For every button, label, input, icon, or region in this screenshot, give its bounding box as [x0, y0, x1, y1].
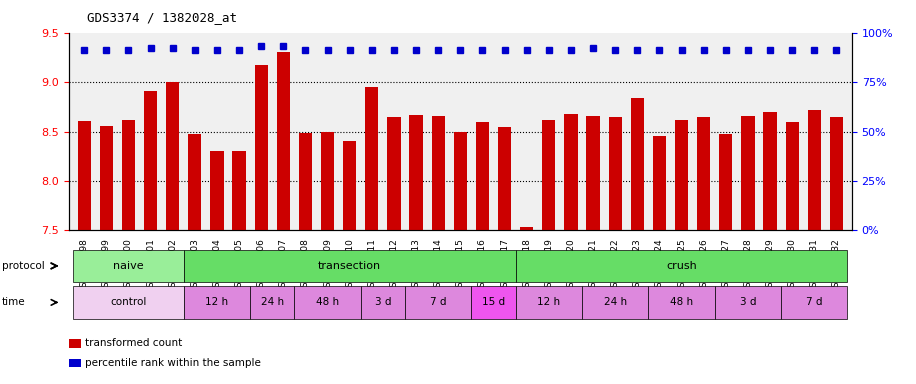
- Text: 48 h: 48 h: [670, 297, 693, 308]
- Bar: [520, 227, 533, 230]
- Bar: [365, 87, 378, 230]
- Bar: [453, 131, 467, 230]
- Text: 48 h: 48 h: [316, 297, 339, 308]
- Bar: [763, 112, 777, 230]
- Bar: [166, 82, 180, 230]
- Bar: [653, 136, 666, 230]
- Text: 7 d: 7 d: [806, 297, 823, 308]
- Bar: [697, 117, 710, 230]
- Bar: [542, 120, 555, 230]
- Bar: [321, 131, 334, 230]
- Bar: [608, 117, 622, 230]
- Bar: [409, 115, 422, 230]
- Text: 3 d: 3 d: [375, 297, 391, 308]
- Bar: [144, 91, 158, 230]
- Text: transection: transection: [318, 261, 381, 271]
- Bar: [188, 134, 202, 230]
- Text: protocol: protocol: [2, 261, 45, 271]
- Text: 15 d: 15 d: [482, 297, 505, 308]
- Bar: [255, 65, 267, 230]
- Text: 7 d: 7 d: [430, 297, 446, 308]
- Bar: [233, 151, 245, 230]
- Text: transformed count: transformed count: [85, 338, 182, 348]
- Bar: [343, 141, 356, 230]
- Bar: [122, 120, 135, 230]
- Bar: [741, 116, 755, 230]
- Text: percentile rank within the sample: percentile rank within the sample: [85, 358, 261, 368]
- Text: crush: crush: [666, 261, 697, 271]
- Bar: [675, 120, 688, 230]
- Bar: [498, 127, 511, 230]
- Bar: [475, 122, 489, 230]
- Bar: [78, 121, 91, 230]
- Text: 12 h: 12 h: [205, 297, 228, 308]
- Text: 12 h: 12 h: [537, 297, 561, 308]
- Bar: [387, 117, 400, 230]
- Bar: [100, 126, 113, 230]
- Bar: [211, 151, 224, 230]
- Text: control: control: [110, 297, 147, 308]
- Bar: [786, 122, 799, 230]
- Text: time: time: [2, 297, 26, 308]
- Text: GDS3374 / 1382028_at: GDS3374 / 1382028_at: [87, 12, 237, 25]
- Bar: [277, 52, 290, 230]
- Text: naive: naive: [113, 261, 144, 271]
- Bar: [586, 116, 600, 230]
- Bar: [830, 117, 843, 230]
- Bar: [808, 110, 821, 230]
- Text: 24 h: 24 h: [261, 297, 284, 308]
- Text: 24 h: 24 h: [604, 297, 627, 308]
- Bar: [299, 132, 312, 230]
- Bar: [719, 134, 733, 230]
- Text: 3 d: 3 d: [739, 297, 756, 308]
- Bar: [431, 116, 445, 230]
- Bar: [564, 114, 578, 230]
- Bar: [630, 98, 644, 230]
